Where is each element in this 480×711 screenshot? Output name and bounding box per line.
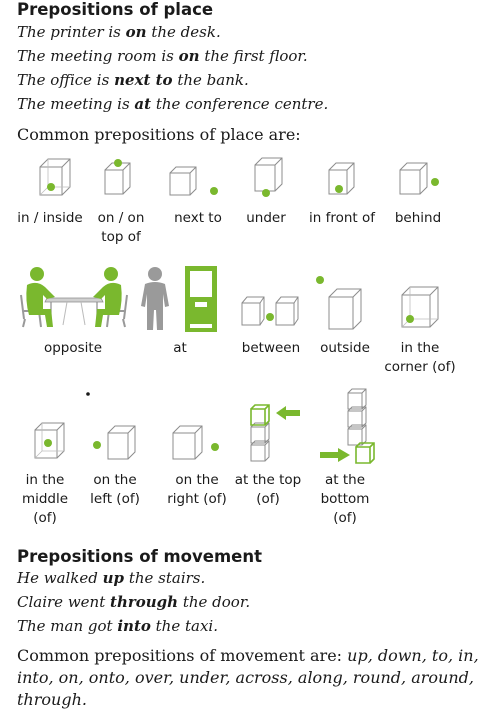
caption: in front of — [308, 210, 376, 226]
caption: at the top (of) — [234, 472, 302, 507]
caption: on / on top of — [97, 210, 145, 245]
movement-example: Claire went through the door. — [17, 593, 251, 611]
caption: opposite — [43, 340, 103, 356]
caption: under — [246, 210, 286, 226]
movement-example: The man got into the taxi. — [17, 617, 218, 635]
place-example: The printer is on the desk. — [17, 23, 221, 41]
stack-with-top-cube-arrow-icon — [250, 404, 300, 462]
person-at-door-icon — [141, 266, 217, 332]
caption: at — [173, 340, 187, 356]
movement-heading: Prepositions of movement — [17, 547, 262, 566]
cube-with-ball-in-front-icon — [328, 162, 355, 195]
place-example: The office is next to the bank. — [17, 71, 249, 89]
caption: at the bottom (of) — [320, 472, 370, 526]
place-example: The meeting is at the conference centre. — [17, 95, 329, 113]
caption: in the corner (of) — [384, 340, 456, 375]
cube-with-ball-inside-icon — [39, 158, 71, 196]
cube-with-ball-behind-icon — [399, 162, 439, 195]
cube-with-ball-next-to-icon — [169, 166, 218, 196]
people-sitting-opposite-icon — [20, 267, 128, 328]
cube-with-ball-under-icon — [254, 157, 283, 197]
stack-with-bottom-cube-arrow-icon — [320, 388, 375, 464]
ball-outside-cube-icon — [316, 276, 362, 330]
movement-intro: Common prepositions of movement are: up,… — [17, 646, 479, 709]
place-example: The meeting room is on the first floor. — [17, 47, 308, 65]
ball-on-right-of-cube-icon — [172, 425, 219, 460]
small-dot-icon — [86, 392, 90, 396]
caption: behind — [394, 210, 442, 226]
caption: on the left (of) — [90, 472, 140, 507]
caption: in the middle (of) — [21, 472, 69, 526]
ball-on-left-of-cube-icon — [93, 425, 136, 460]
caption: in / inside — [17, 210, 83, 226]
place-heading: Prepositions of place — [17, 0, 214, 19]
cube-with-ball-in-corner-icon — [401, 286, 439, 328]
caption: between — [241, 340, 301, 356]
cube-with-ball-in-middle-icon — [34, 422, 65, 459]
movement-example: He walked up the stairs. — [17, 569, 206, 587]
caption: outside — [320, 340, 370, 356]
caption: next to — [174, 210, 222, 226]
cube-with-ball-on-top-icon — [104, 159, 131, 195]
place-intro: Common prepositions of place are: — [17, 125, 301, 144]
caption: on the right (of) — [167, 472, 227, 507]
ball-between-cubes-icon — [241, 296, 299, 326]
